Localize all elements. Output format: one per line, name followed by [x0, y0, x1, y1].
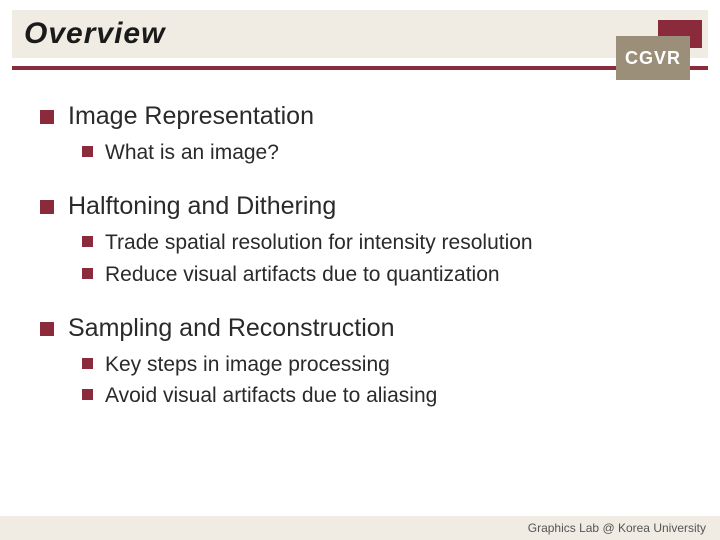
- badge-text: CGVR: [625, 48, 681, 69]
- section-heading-text: Halftoning and Dithering: [68, 192, 336, 221]
- list-item-text: Reduce visual artifacts due to quantizat…: [105, 261, 500, 288]
- section-heading: Image Representation: [40, 102, 680, 131]
- square-bullet-icon: [82, 389, 93, 400]
- title-band: Overview: [12, 10, 708, 58]
- corner-badge: CGVR: [616, 20, 702, 80]
- footer-text: Graphics Lab @ Korea University: [528, 521, 706, 535]
- square-bullet-icon: [82, 236, 93, 247]
- square-bullet-icon: [40, 110, 54, 124]
- sub-list: Key steps in image processing Avoid visu…: [82, 351, 680, 410]
- list-item: Reduce visual artifacts due to quantizat…: [82, 261, 680, 288]
- list-item: Avoid visual artifacts due to aliasing: [82, 382, 680, 409]
- square-bullet-icon: [40, 322, 54, 336]
- slide-content: Image Representation What is an image? H…: [0, 80, 720, 409]
- list-item-text: What is an image?: [105, 139, 279, 166]
- slide-title: Overview: [24, 17, 165, 51]
- sub-list: Trade spatial resolution for intensity r…: [82, 229, 680, 288]
- list-item: Key steps in image processing: [82, 351, 680, 378]
- sub-list: What is an image?: [82, 139, 680, 166]
- title-underline: [12, 66, 708, 70]
- section-heading: Sampling and Reconstruction: [40, 314, 680, 343]
- list-item-text: Avoid visual artifacts due to aliasing: [105, 382, 437, 409]
- list-item-text: Key steps in image processing: [105, 351, 390, 378]
- slide-footer: Graphics Lab @ Korea University: [0, 516, 720, 540]
- square-bullet-icon: [82, 146, 93, 157]
- list-item: What is an image?: [82, 139, 680, 166]
- square-bullet-icon: [82, 358, 93, 369]
- square-bullet-icon: [40, 200, 54, 214]
- section-heading-text: Sampling and Reconstruction: [68, 314, 395, 343]
- section-heading: Halftoning and Dithering: [40, 192, 680, 221]
- slide-header: Overview CGVR: [0, 0, 720, 80]
- badge-front-rect: CGVR: [616, 36, 690, 80]
- list-item-text: Trade spatial resolution for intensity r…: [105, 229, 533, 256]
- section-heading-text: Image Representation: [68, 102, 314, 131]
- list-item: Trade spatial resolution for intensity r…: [82, 229, 680, 256]
- square-bullet-icon: [82, 268, 93, 279]
